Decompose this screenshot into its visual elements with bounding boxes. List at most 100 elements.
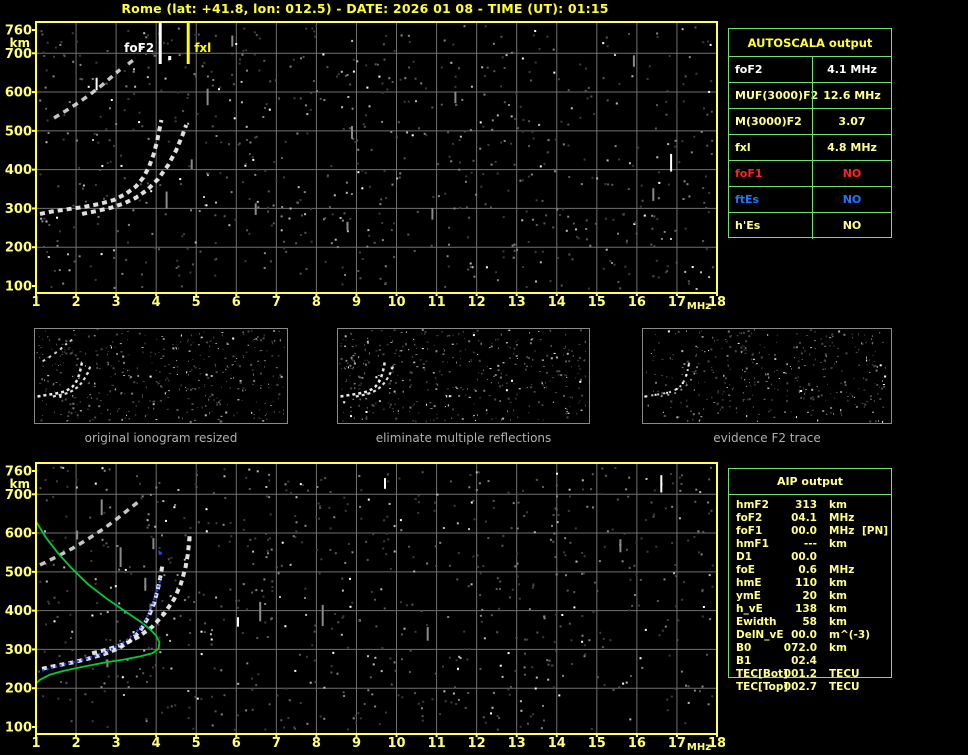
x-tick-label: 14 — [548, 295, 566, 310]
autoscala-row-fof1: foF1 NO — [729, 161, 891, 187]
F2-ordinary-trace-mini — [645, 361, 691, 398]
autoscala-row-muf3000f2: MUF(3000)F2 12.6 MHz — [729, 83, 891, 109]
thumbnail-caption: eliminate multiple reflections — [375, 431, 552, 445]
y-tick-label: 300 — [5, 202, 32, 217]
autoscala-param-value: 3.07 — [812, 109, 891, 134]
x-tick-label: 7 — [272, 736, 281, 751]
y-tick-label: 760 — [5, 24, 32, 39]
thumbnail-caption: evidence F2 trace — [713, 431, 821, 445]
aip-value: 002.7 — [783, 681, 817, 693]
y-tick-label: 700 — [5, 47, 32, 62]
aip-value: 00.0 — [791, 629, 817, 641]
F2-ordinary-trace — [39, 119, 164, 216]
second-hop-trace-mini — [42, 342, 68, 363]
x-tick-label: 12 — [468, 295, 486, 310]
aip-unit: MHz — [829, 512, 855, 524]
F2-ordinary-trace-mini — [37, 361, 84, 398]
thumbnail-original-ionogram-image — [36, 329, 285, 423]
x-tick-label: 3 — [112, 736, 121, 751]
autoscala-param-label: MUF(3000)F2 — [735, 89, 819, 102]
x-tick-label: 11 — [428, 295, 446, 310]
thumbnail-evidence-f2-trace-image — [644, 329, 887, 423]
x-tick-label: 15 — [588, 295, 606, 310]
x-tick-label: 15 — [588, 736, 606, 751]
aip-row-fof1: foF1 00.0 MHz [PN] — [729, 525, 891, 538]
aip-unit: km — [829, 603, 847, 615]
aip-value: 20 — [802, 590, 817, 602]
x-tick-label: 18 — [708, 295, 725, 310]
y-tick-label: 300 — [5, 643, 32, 658]
aip-value: 001.2 — [783, 668, 817, 680]
autoscala-param-label: ftEs — [735, 193, 760, 206]
x-axis-unit-label: MHz — [687, 742, 711, 753]
x-tick-label: 17 — [668, 295, 686, 310]
autoscala-param-label: h'Es — [735, 219, 761, 232]
second-hop-trace — [53, 68, 122, 120]
fxl-marker-label: fxl — [194, 41, 211, 55]
x-tick-label: 2 — [72, 736, 81, 751]
autoscala-param-label: fxl — [735, 141, 751, 154]
autoscala-param-value: NO — [812, 161, 891, 186]
x-tick-label: 4 — [152, 736, 161, 751]
F2-extraordinary-trace — [91, 532, 192, 656]
aip-row-b1: B1 02.4 — [729, 655, 891, 668]
aip-unit: km — [829, 577, 847, 589]
aip-row-d1: D1 00.0 — [729, 551, 891, 564]
aip-value: 072.0 — [783, 642, 817, 654]
aip-row-foe: foE 0.6 MHz — [729, 564, 891, 577]
y-tick-label: 700 — [5, 488, 32, 503]
x-tick-label: 7 — [272, 295, 281, 310]
y-tick-label: 100 — [5, 280, 32, 295]
x-tick-label: 5 — [192, 736, 201, 751]
aip-row-tecbot: TEC[Bot] 001.2 TECU — [729, 668, 891, 681]
y-tick-label: 600 — [5, 86, 32, 101]
aip-param: TEC[Top] — [736, 681, 789, 693]
aip-value: 00.0 — [791, 525, 817, 537]
y-tick-label: 500 — [5, 565, 32, 580]
second-hop-trace-b — [127, 56, 138, 66]
y-axis-unit-label: km — [10, 477, 30, 491]
thumbnail-eliminate-reflections-image — [339, 329, 586, 423]
aip-value: 110 — [795, 577, 817, 589]
autoscala-param-value: 4.1 MHz — [812, 57, 891, 82]
autoscala-param-value: NO — [812, 213, 891, 239]
second-hop-trace — [39, 500, 140, 567]
autoscala-param-value: 12.6 MHz — [812, 83, 891, 108]
y-tick-label: 400 — [5, 163, 32, 178]
x-tick-label: 8 — [312, 736, 321, 751]
aip-param: h_vE — [736, 603, 763, 615]
x-tick-label: 8 — [312, 295, 321, 310]
aip-param: hmF2 — [736, 499, 769, 511]
x-tick-label: 16 — [628, 736, 646, 751]
aip-row-fof2: foF2 04.1 MHz — [729, 512, 891, 525]
y-tick-label: 500 — [5, 124, 32, 139]
autoscala-table-title: AUTOSCALA output — [729, 29, 891, 57]
thumbnail-caption: original ionogram resized — [84, 431, 238, 445]
autoscala-param-label: M(3000)F2 — [735, 115, 802, 128]
aip-row-hmf2: hmF2 313 km — [729, 499, 891, 512]
y-tick-label: 400 — [5, 604, 32, 619]
foF2-marker-label: foF2 — [124, 41, 154, 55]
x-tick-label: 6 — [232, 295, 241, 310]
aip-param: B1 — [736, 655, 752, 667]
x-tick-label: 14 — [548, 736, 566, 751]
aip-row-hve: h_vE 138 km — [729, 603, 891, 616]
autoscala-param-value: NO — [812, 187, 891, 212]
electron-density-profile — [35, 520, 161, 685]
aip-param: Ewidth — [736, 616, 777, 628]
thumbnail-eliminate-reflections — [337, 328, 590, 424]
F2-extraordinary-trace-mini — [660, 363, 700, 398]
aip-row-hme: hmE 110 km — [729, 577, 891, 590]
autoscala-output-table: AUTOSCALA output foF2 4.1 MHz MUF(3000)F2 1… — [728, 28, 892, 239]
aip-row-delnve: DelN_vE 00.0 m^(-3) — [729, 629, 891, 642]
x-tick-label: 12 — [468, 736, 486, 751]
x-tick-label: 3 — [112, 295, 121, 310]
x-tick-label: 17 — [668, 736, 686, 751]
aip-param: hmE — [736, 577, 762, 589]
autoscala-row-m3000f2: M(3000)F2 3.07 — [729, 109, 891, 135]
y-tick-label: 200 — [5, 241, 32, 256]
aip-unit: km — [829, 616, 847, 628]
x-tick-label: 5 — [192, 295, 201, 310]
aip-value: 00.0 — [791, 551, 817, 563]
